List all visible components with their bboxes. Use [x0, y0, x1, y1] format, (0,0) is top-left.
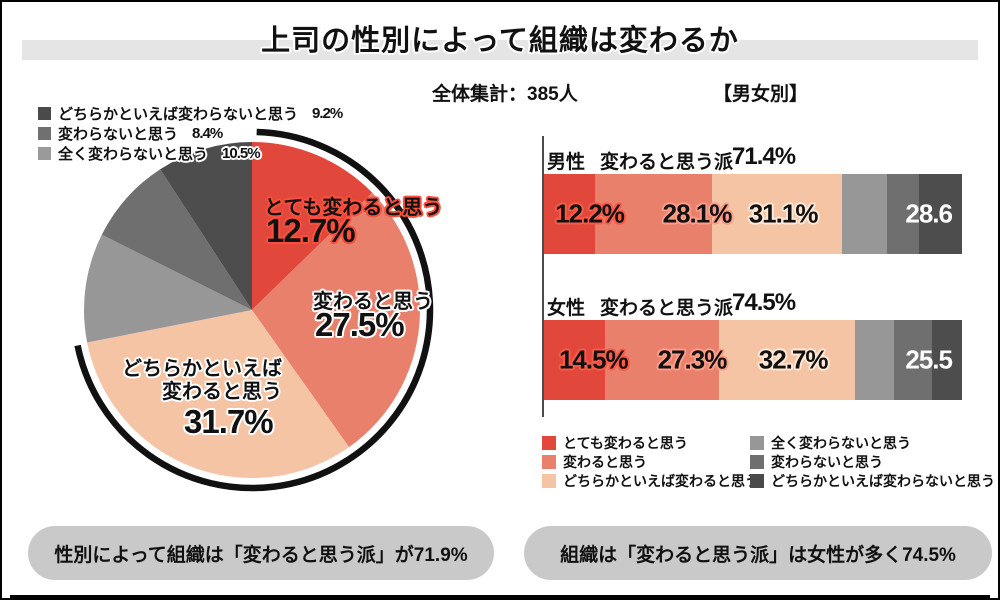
- bar-segment-1: [594, 174, 713, 254]
- bar-segment-1: [604, 320, 719, 400]
- bar-segment-0: [544, 174, 595, 254]
- bar-legend-negative: 全く変わらないと思う 変わらないと思うどちらかといえば変わらないと思う: [750, 433, 995, 490]
- pie-slice-2: [87, 310, 350, 478]
- female-stacked-bar: 14.5% 27.3% 32.7% 25.5: [544, 320, 962, 400]
- bar-legend-positive: とても変わると思う 変わると思うどちらかといえば変わると思う: [542, 433, 759, 490]
- bar-segment-2: [718, 320, 856, 400]
- bar-segment-4: [887, 174, 919, 254]
- legend-value: 10.5%: [222, 144, 261, 162]
- pie-slice-4: [101, 169, 252, 310]
- pie-legend-row-0: どちらかといえば変わらないと思う 9.2%: [38, 103, 343, 123]
- legend-swatch: [38, 146, 51, 160]
- bars-axis-line: [542, 136, 544, 417]
- male-group-value: 71.4%: [732, 143, 796, 170]
- legend-swatch: [750, 473, 764, 488]
- pie-callout-value-totemo: 12.7%: [266, 212, 356, 249]
- legend-label: どちらかといえば変わると思う: [563, 472, 759, 489]
- legend-label: どちらかといえば変わらないと思う: [771, 472, 995, 489]
- bar-legend-left-row-2: どちらかといえば変わると思う: [542, 471, 759, 490]
- bar-legend-left-row-0: とても変わると思う: [542, 433, 759, 452]
- legend-swatch: [750, 454, 764, 469]
- legend-label: 変わらないと思う: [771, 453, 883, 470]
- pie-callout-label-totemo: とても変わると思う: [264, 197, 443, 219]
- pie-legend-row-1: 変わらないと思う 8.4%: [38, 123, 342, 143]
- by-gender-label: 【男女別】: [713, 84, 809, 105]
- conclusion-pill-overall: 性別によって組織は「変わると思う派」が71.9%: [28, 526, 494, 580]
- bar-segment-value-1: 27.3%: [657, 344, 728, 375]
- legend-swatch: [542, 454, 556, 469]
- bar-segment-3: [842, 174, 888, 254]
- legend-swatch: [542, 435, 556, 450]
- pie-callout-value-dochiraka: 31.7%: [184, 403, 274, 440]
- bar-legend-right-row-1: 変わらないと思う: [750, 452, 995, 471]
- legend-value: 8.4%: [192, 124, 223, 142]
- pie-slice-3: [84, 234, 252, 343]
- pie-slice-0: [252, 142, 373, 310]
- legend-label: とても変わると思う: [563, 434, 688, 451]
- bar-segment-value-0: 12.2%: [555, 198, 625, 229]
- legend-swatch: [750, 435, 764, 450]
- bar-legend-right-row-0: 全く変わらないと思う: [750, 433, 995, 452]
- kawaru-ha-group-arc: [74, 128, 434, 492]
- legend-swatch: [542, 473, 556, 488]
- bar-segment-5: [918, 174, 962, 254]
- pie-callout-label-dochiraka: どちらかといえば 変わると思う: [122, 358, 282, 403]
- pie-slice-5: [160, 142, 252, 310]
- bar-segment-0: [544, 320, 605, 400]
- male-category-label: 男性: [547, 152, 586, 173]
- bar-segment-2: [712, 174, 843, 254]
- legend-label: 変わらないと思う: [58, 125, 179, 143]
- bar-segment-value-2: 32.7%: [758, 344, 829, 375]
- total-count-label: 全体集計：385人: [432, 84, 578, 105]
- bar-gray-total-value: 25.5: [905, 344, 953, 375]
- legend-swatch: [38, 106, 51, 120]
- title-band: [22, 40, 978, 60]
- bar-legend-left-row-1: 変わると思う: [542, 452, 759, 471]
- legend-label: どちらかといえば変わらないと思う: [58, 105, 299, 123]
- bar-segment-value-0: 14.5%: [558, 344, 629, 375]
- bar-gray-total-value: 28.6: [905, 198, 953, 229]
- page-title: 上司の性別によって組織は変わるか: [261, 25, 739, 57]
- female-category-label: 女性: [547, 298, 586, 319]
- legend-value: 9.2%: [312, 104, 343, 122]
- pie-outside-legend: どちらかといえば変わらないと思う 9.2% 変わらないと思う 8.4% 全く変わらないと…: [38, 103, 343, 163]
- bar-segment-value-2: 31.1%: [748, 198, 819, 229]
- bar-segment-4: [893, 320, 933, 400]
- conclusion-pill-gender: 組織は「変わると思う派」は女性が多く74.5%: [524, 526, 992, 580]
- legend-label: 全く変わらないと思う: [58, 145, 209, 163]
- male-stacked-bar: 12.2% 28.1% 31.1% 28.6: [544, 174, 962, 254]
- pie-legend-row-2: 全く変わらないと思う 10.5%: [38, 143, 342, 163]
- pie-callout-label-kawaru: 変わると思う: [313, 291, 433, 313]
- pie-chart: [74, 128, 434, 492]
- bar-segment-3: [855, 320, 894, 400]
- legend-label: 変わると思う: [563, 453, 647, 470]
- female-group-value: 74.5%: [732, 289, 796, 316]
- bar-segment-value-1: 28.1%: [662, 198, 733, 229]
- bottom-accent-bar: [10, 595, 990, 598]
- bar-legend-right-row-2: どちらかといえば変わらないと思う: [750, 471, 995, 490]
- pie-callout-value-kawaru: 27.5%: [315, 306, 405, 343]
- female-group-label: 変わると思う派: [600, 298, 734, 319]
- pie-slice-1: [252, 192, 420, 448]
- bar-segment-5: [932, 320, 962, 400]
- legend-swatch: [38, 126, 51, 140]
- male-group-label: 変わると思う派: [600, 152, 734, 173]
- legend-label: 全く変わらないと思う: [771, 434, 911, 451]
